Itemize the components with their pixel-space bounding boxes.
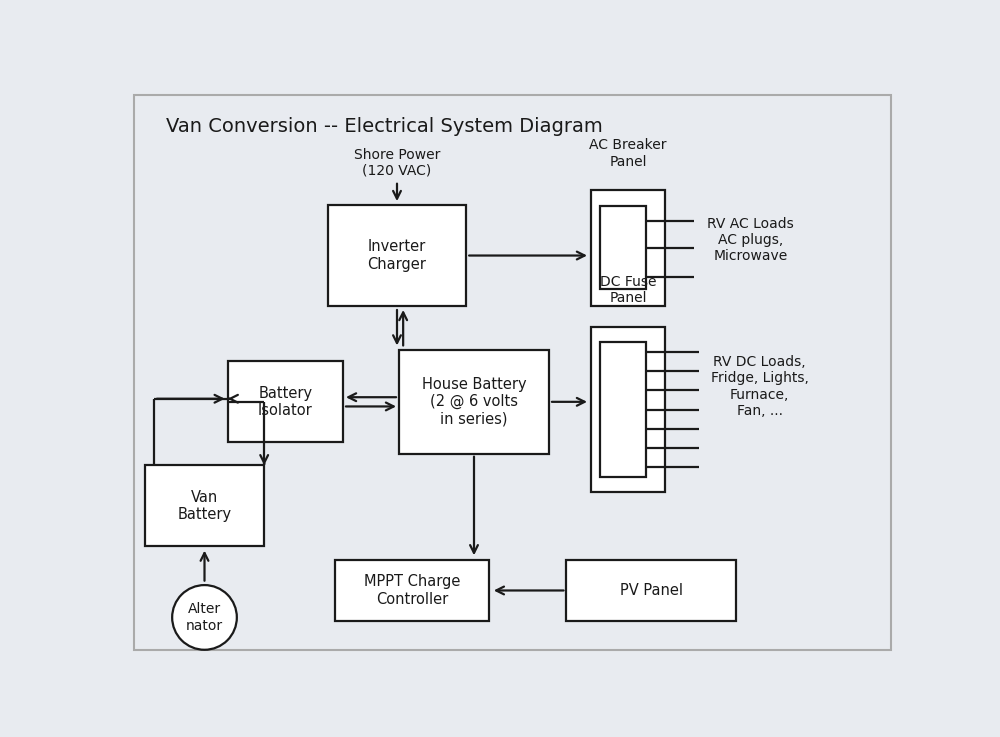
FancyBboxPatch shape — [328, 206, 466, 306]
FancyBboxPatch shape — [566, 559, 736, 621]
Text: RV AC Loads
AC plugs,
Microwave: RV AC Loads AC plugs, Microwave — [707, 217, 794, 263]
Text: MPPT Charge
Controller: MPPT Charge Controller — [364, 574, 461, 607]
FancyBboxPatch shape — [591, 326, 665, 492]
Text: AC Breaker
Panel: AC Breaker Panel — [589, 139, 667, 169]
Text: DC Fuse
Panel: DC Fuse Panel — [600, 275, 656, 305]
FancyBboxPatch shape — [591, 190, 665, 306]
FancyBboxPatch shape — [600, 206, 646, 290]
Text: RV DC Loads,
Fridge, Lights,
Furnace,
Fan, ...: RV DC Loads, Fridge, Lights, Furnace, Fa… — [711, 355, 809, 418]
Text: Battery
Isolator: Battery Isolator — [258, 385, 313, 418]
FancyBboxPatch shape — [134, 94, 891, 650]
FancyBboxPatch shape — [399, 350, 549, 454]
Text: House Battery
(2 @ 6 volts
in series): House Battery (2 @ 6 volts in series) — [422, 377, 526, 427]
FancyBboxPatch shape — [600, 342, 646, 477]
Text: Van
Battery: Van Battery — [177, 489, 232, 522]
Text: Alter
nator: Alter nator — [186, 602, 223, 632]
Text: PV Panel: PV Panel — [620, 583, 683, 598]
FancyBboxPatch shape — [145, 465, 264, 546]
FancyBboxPatch shape — [335, 559, 489, 621]
Text: Inverter
Charger: Inverter Charger — [368, 240, 426, 272]
Text: Van Conversion -- Electrical System Diagram: Van Conversion -- Electrical System Diag… — [166, 117, 603, 136]
Text: Shore Power
(120 VAC): Shore Power (120 VAC) — [354, 147, 440, 178]
FancyBboxPatch shape — [228, 361, 343, 442]
Circle shape — [172, 585, 237, 650]
